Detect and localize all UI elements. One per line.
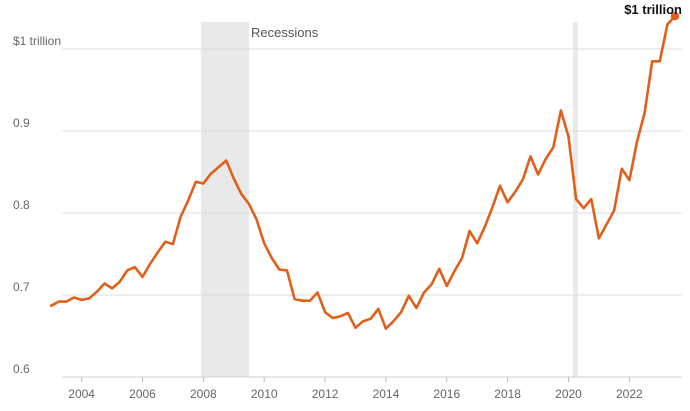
series-layer [49, 12, 680, 330]
x-tick-label: 2012 [312, 387, 339, 401]
y-tick-label: $1 trillion [13, 34, 61, 48]
x-tick-label: 2016 [433, 387, 460, 401]
x-tick-labels: 2004 2006 2008 2010 2012 2014 2016 2018 2020 2022 [68, 377, 643, 401]
x-tick-label: 2004 [68, 387, 95, 401]
end-value-label: $1 trillion [624, 2, 682, 17]
x-tick-label: 2008 [190, 387, 217, 401]
y-tick-label: 0.8 [13, 198, 30, 212]
y-gridlines [62, 48, 682, 378]
y-tick-label: 0.9 [13, 116, 30, 130]
recession-band-1 [200, 22, 249, 377]
x-tick-label: 2022 [616, 387, 643, 401]
y-tick-label: 0.7 [13, 280, 30, 294]
x-tick-label: 2018 [494, 387, 521, 401]
end-point-marker [670, 12, 680, 21]
y-tick-label: 0.6 [13, 362, 30, 376]
x-tick-label: 2006 [129, 387, 156, 401]
x-tick-label: 2020 [555, 387, 582, 401]
x-tick-label: 2010 [251, 387, 278, 401]
x-tick-label: 2014 [373, 387, 400, 401]
recessions-label: Recessions [251, 25, 319, 40]
y-tick-labels: 0.6 0.7 0.8 0.9 $1 trillion [13, 34, 61, 376]
series-line-1 [49, 14, 677, 330]
